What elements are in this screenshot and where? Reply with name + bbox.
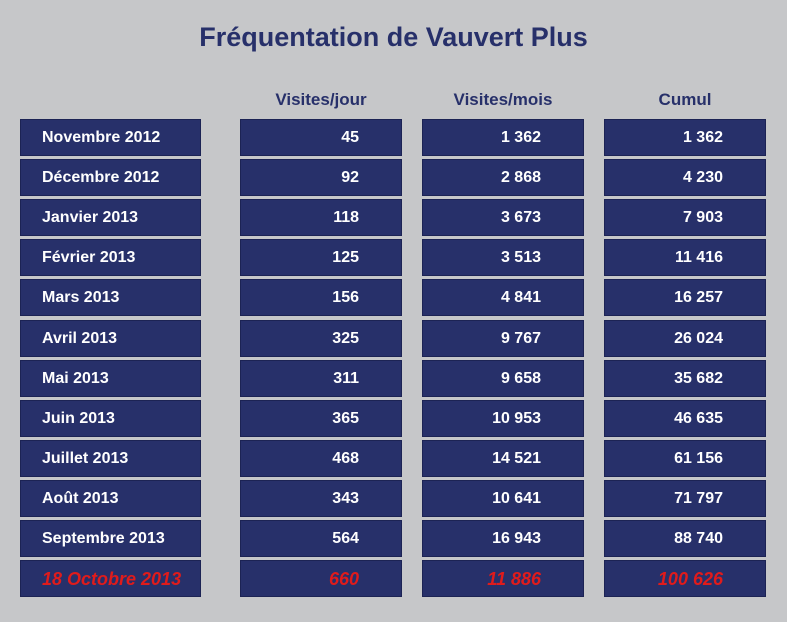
row-label-cell: Août 2013 [20, 480, 201, 517]
row-label-cell: Novembre 2012 [20, 119, 201, 156]
cumul-cell: 7 903 [604, 199, 766, 236]
visites-jour-cell: 45 [240, 119, 402, 156]
row-label-cell: Janvier 2013 [20, 199, 201, 236]
visites-mois-cell: 10 953 [422, 400, 584, 437]
visites-mois-cell: 3 673 [422, 199, 584, 236]
visites-jour-cell: 564 [240, 520, 402, 557]
row-label-cell: Avril 2013 [20, 320, 201, 357]
visites-mois-cell: 16 943 [422, 520, 584, 557]
visites-mois-cell: 4 841 [422, 279, 584, 316]
cumul-cell: 61 156 [604, 440, 766, 477]
chart-title: Fréquentation de Vauvert Plus [199, 22, 588, 52]
cumul-cell: 1 362 [604, 119, 766, 156]
column-header-visites-mois: Visites/mois [453, 90, 553, 109]
visites-jour-cell: 92 [240, 159, 402, 196]
visites-jour-cell: 311 [240, 360, 402, 397]
row-label-cell: Mai 2013 [20, 360, 201, 397]
row-label-cell: 18 Octobre 2013 [20, 560, 201, 597]
row-label-cell: Décembre 2012 [20, 159, 201, 196]
visites-mois-cell: 10 641 [422, 480, 584, 517]
visites-jour-cell: 365 [240, 400, 402, 437]
row-label-cell: Mars 2013 [20, 279, 201, 316]
row-label-cell: Juin 2013 [20, 400, 201, 437]
cumul-cell: 35 682 [604, 360, 766, 397]
visites-mois-cell: 3 513 [422, 239, 584, 276]
cumul-cell: 100 626 [604, 560, 766, 597]
column-header-cumul: Cumul [658, 90, 712, 109]
visites-jour-cell: 660 [240, 560, 402, 597]
visites-mois-cell: 11 886 [422, 560, 584, 597]
visites-jour-cell: 118 [240, 199, 402, 236]
visites-jour-cell: 125 [240, 239, 402, 276]
cumul-cell: 11 416 [604, 239, 766, 276]
visites-jour-cell: 343 [240, 480, 402, 517]
visites-mois-cell: 9 658 [422, 360, 584, 397]
cumul-cell: 71 797 [604, 480, 766, 517]
cumul-cell: 88 740 [604, 520, 766, 557]
visites-mois-cell: 9 767 [422, 320, 584, 357]
cumul-cell: 26 024 [604, 320, 766, 357]
visites-jour-cell: 325 [240, 320, 402, 357]
cumul-cell: 16 257 [604, 279, 766, 316]
visites-jour-cell: 156 [240, 279, 402, 316]
row-label-cell: Septembre 2013 [20, 520, 201, 557]
visites-mois-cell: 1 362 [422, 119, 584, 156]
visites-mois-cell: 14 521 [422, 440, 584, 477]
visites-mois-cell: 2 868 [422, 159, 584, 196]
cumul-cell: 46 635 [604, 400, 766, 437]
visites-jour-cell: 468 [240, 440, 402, 477]
column-header-visites-jour: Visites/jour [275, 90, 367, 109]
cumul-cell: 4 230 [604, 159, 766, 196]
row-label-cell: Février 2013 [20, 239, 201, 276]
row-label-cell: Juillet 2013 [20, 440, 201, 477]
